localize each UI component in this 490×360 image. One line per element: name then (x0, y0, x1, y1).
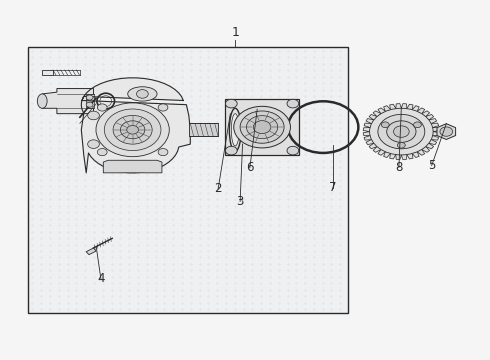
Polygon shape (103, 160, 162, 173)
Circle shape (378, 114, 425, 149)
Circle shape (127, 126, 139, 134)
Circle shape (287, 146, 299, 155)
Circle shape (440, 127, 453, 136)
Polygon shape (189, 123, 218, 136)
Circle shape (113, 116, 152, 144)
Polygon shape (363, 104, 440, 159)
Circle shape (393, 126, 409, 137)
Bar (27, 47, 347, 313)
Text: 8: 8 (395, 161, 403, 174)
Circle shape (98, 104, 107, 111)
Circle shape (88, 111, 99, 120)
Circle shape (137, 90, 148, 98)
Circle shape (86, 102, 93, 107)
Circle shape (414, 122, 421, 128)
Circle shape (387, 121, 416, 142)
Circle shape (240, 111, 284, 143)
Circle shape (234, 106, 291, 148)
Circle shape (397, 142, 405, 148)
Polygon shape (81, 78, 190, 173)
Circle shape (225, 146, 237, 155)
Circle shape (158, 104, 168, 111)
Ellipse shape (229, 108, 241, 151)
Polygon shape (437, 124, 456, 139)
Bar (225, 99, 299, 155)
Polygon shape (42, 89, 94, 114)
Ellipse shape (37, 94, 47, 108)
Circle shape (104, 109, 161, 150)
Circle shape (225, 99, 237, 108)
Circle shape (381, 122, 389, 128)
Circle shape (287, 99, 299, 108)
Circle shape (246, 116, 278, 139)
Circle shape (98, 149, 107, 156)
Text: 6: 6 (246, 161, 254, 174)
Circle shape (253, 121, 271, 134)
Circle shape (88, 140, 99, 148)
Ellipse shape (128, 87, 157, 101)
Polygon shape (86, 94, 94, 108)
Text: 4: 4 (97, 272, 104, 285)
Polygon shape (42, 70, 53, 75)
Ellipse shape (231, 114, 239, 146)
Circle shape (121, 121, 145, 139)
Text: 7: 7 (329, 181, 337, 194)
Text: 1: 1 (231, 27, 239, 40)
Circle shape (369, 108, 433, 155)
Circle shape (86, 95, 93, 100)
Text: 2: 2 (215, 183, 222, 195)
Polygon shape (86, 248, 96, 255)
Text: 3: 3 (237, 195, 244, 208)
Circle shape (158, 149, 168, 156)
Text: 5: 5 (428, 159, 435, 172)
Circle shape (96, 103, 169, 157)
